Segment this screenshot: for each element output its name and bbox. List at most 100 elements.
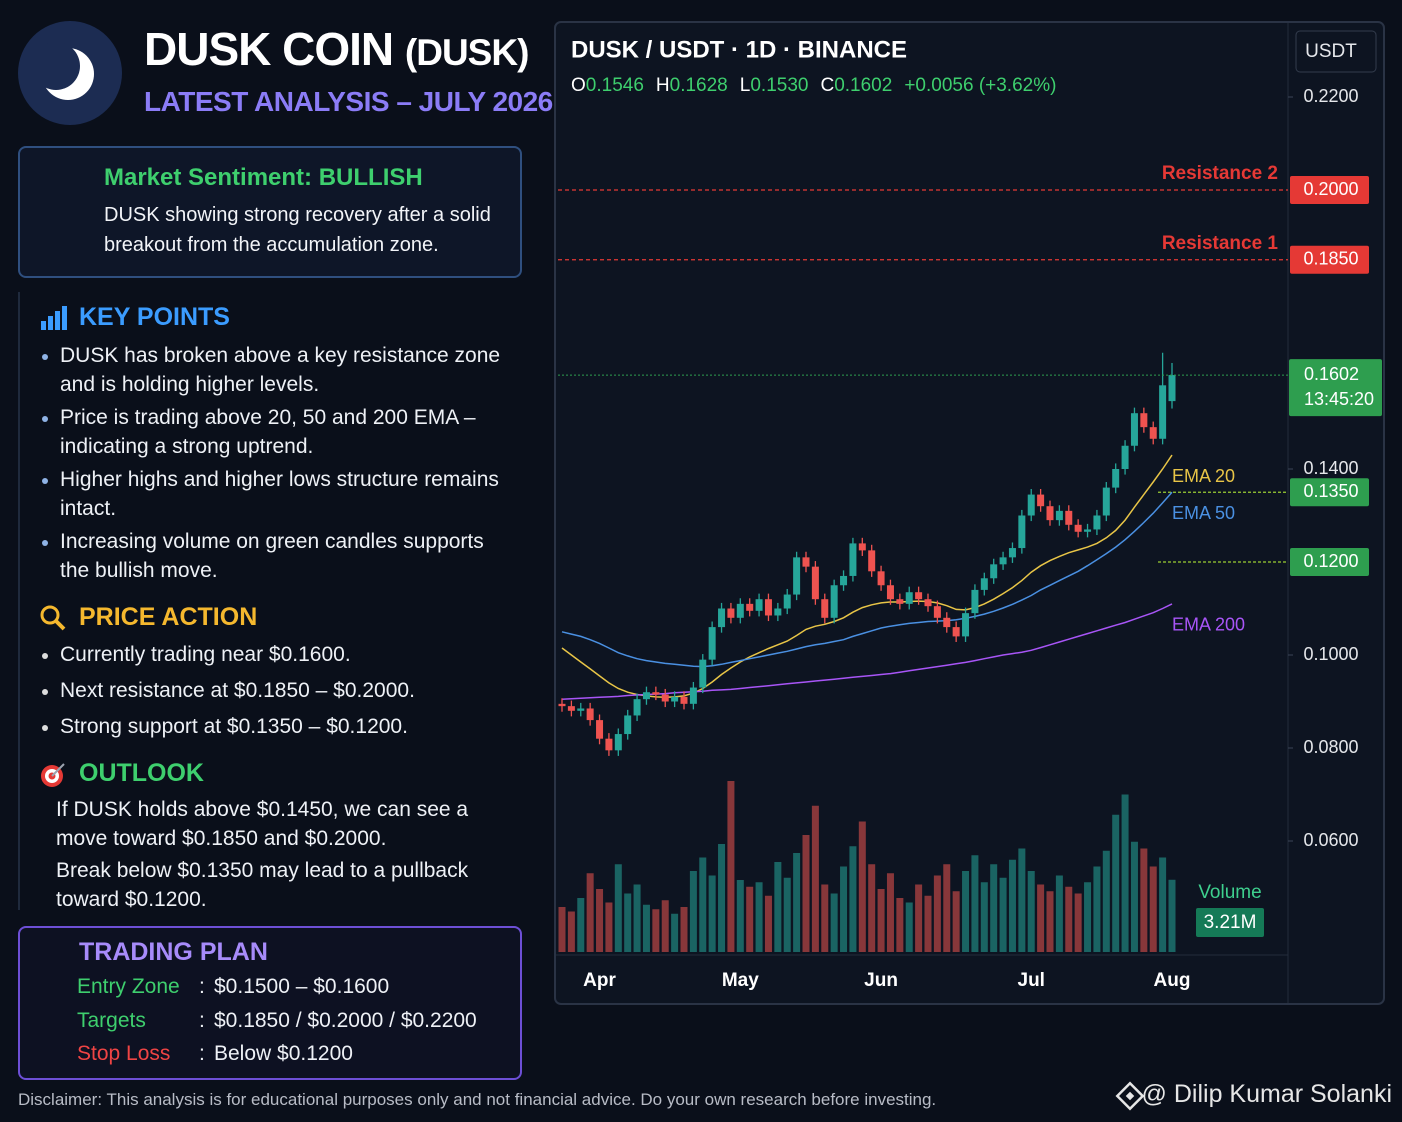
bullet-text: DUSK has broken above a key resistance z…: [60, 344, 501, 396]
plan-label: Entry Zone: [77, 975, 180, 998]
volume-bar: [1149, 866, 1157, 952]
y-tick-label: 0.0800: [1303, 737, 1358, 757]
y-tick-label: 0.0600: [1303, 830, 1358, 850]
candle-body: [596, 720, 604, 739]
volume-bar: [886, 873, 894, 952]
volume-bar: [586, 873, 594, 952]
volume-bar: [793, 853, 801, 952]
volume-bar: [868, 864, 876, 952]
candle-body: [577, 708, 585, 711]
candle-body: [990, 564, 998, 579]
candle-body: [905, 592, 913, 604]
plan-separator: :: [199, 1008, 205, 1032]
ohlc-value: 0.1602: [834, 75, 892, 96]
x-tick-label: Jun: [864, 970, 898, 991]
volume-bar: [1008, 859, 1016, 952]
level-label: 0.1200: [1303, 551, 1358, 571]
volume-bar: [1140, 848, 1148, 952]
volume-bar: [1102, 850, 1110, 952]
candle-body: [755, 599, 763, 611]
candle-body: [708, 627, 716, 660]
volume-bar: [567, 911, 575, 952]
candle-body: [586, 708, 594, 721]
candle-body: [1008, 548, 1016, 558]
volume-bar: [1037, 884, 1045, 952]
volume-bar: [1027, 871, 1035, 952]
volume-bar: [642, 904, 650, 952]
volume-bar: [971, 855, 979, 952]
volume-bar: [718, 844, 726, 952]
y-tick-label: 0.2200: [1303, 86, 1358, 106]
candle-body: [746, 603, 754, 611]
ohlc-key: L: [740, 75, 751, 96]
volume-bar: [652, 909, 660, 952]
volume-bar: [774, 862, 782, 952]
candle-body: [1037, 494, 1045, 507]
ticker: (DUSK): [404, 32, 529, 73]
volume-bar: [811, 805, 819, 952]
bullet-item: Strong support at $0.1350 – $0.1200.: [42, 712, 512, 741]
candle-body: [1093, 515, 1101, 530]
price-action: Currently trading near $0.1600. Next res…: [42, 640, 512, 745]
plan-value: $0.1850 / $0.2000 / $0.2200: [214, 1008, 477, 1032]
volume-bar: [830, 893, 838, 952]
candle-body: [896, 599, 904, 604]
volume-bar: [736, 880, 744, 952]
candle-body: [933, 606, 941, 618]
volume-bar: [1018, 848, 1026, 952]
candle-body: [783, 594, 791, 609]
ema-label: EMA 50: [1172, 503, 1235, 523]
key-points: DUSK has broken above a key resistance z…: [42, 341, 512, 589]
ohlc-value: 0.1530: [750, 75, 808, 96]
outlook-text: Break below $0.1350 may lead to a pullba…: [56, 859, 469, 911]
volume-bar: [671, 913, 679, 952]
volume-bar: [990, 864, 998, 952]
currency-box: [1295, 30, 1377, 73]
volume-bar: [558, 907, 566, 952]
candle-body: [1084, 529, 1092, 532]
level-name: Resistance 2: [1162, 163, 1278, 184]
volume-bar: [1065, 886, 1073, 952]
title: DUSK COIN (DUSK): [144, 22, 529, 76]
trading-plan-box: [18, 926, 522, 1080]
volume-bar: [924, 895, 932, 952]
bullet: [42, 416, 48, 422]
candle-body: [877, 571, 885, 586]
volume-bar: [1093, 866, 1101, 952]
plan-label: Targets: [77, 1008, 146, 1032]
volume-bar: [952, 891, 960, 952]
volume-bar: [980, 882, 988, 952]
x-tick-label: Jul: [1018, 970, 1045, 991]
bullet: [42, 653, 48, 659]
volume-bar: [915, 884, 923, 952]
volume-bar: [1112, 814, 1120, 952]
volume-value: 3.21M: [1204, 912, 1257, 933]
volume-bar: [1046, 891, 1054, 952]
candle-body: [1055, 510, 1063, 521]
volume-title: Volume: [1198, 882, 1261, 903]
candle-body: [558, 703, 566, 707]
volume-bar: [1084, 882, 1092, 952]
candle-body: [633, 699, 641, 716]
volume-bar: [999, 877, 1007, 952]
candle-body: [1168, 375, 1176, 402]
bullet: [42, 354, 48, 360]
price-action-icon: [40, 605, 66, 631]
candle-body: [943, 617, 951, 628]
chart: 0.2200 0.1400 0.1000 0.0800 0.0600 Apr May Jun J…: [558, 86, 1382, 991]
plan-separator: :: [199, 975, 205, 998]
ohlc-key: C: [820, 75, 834, 96]
bullet-text: Higher highs and higher lows structure r…: [60, 468, 499, 520]
level-tag: [1290, 176, 1369, 204]
candle-body: [624, 715, 632, 735]
volume-bar: [633, 884, 641, 952]
candle-body: [699, 659, 707, 688]
volume-bar: [849, 846, 857, 952]
ohlc-key: H: [656, 75, 670, 96]
disclaimer: Disclaimer: This analysis is for educati…: [18, 1090, 937, 1109]
plan-label: Stop Loss: [77, 1042, 171, 1065]
candle-body: [605, 738, 613, 751]
x-tick-label: May: [722, 970, 759, 991]
